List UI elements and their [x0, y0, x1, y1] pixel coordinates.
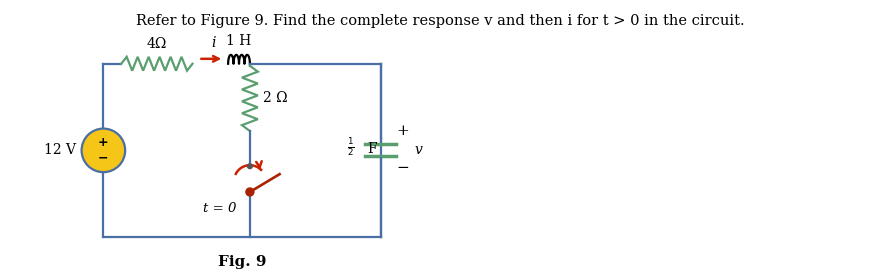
Circle shape	[82, 129, 125, 172]
Text: $\frac{1}{2}$: $\frac{1}{2}$	[347, 136, 355, 158]
Text: F: F	[367, 142, 377, 157]
Text: Refer to Figure 9. Find the complete response v and then i for t > 0 in the circ: Refer to Figure 9. Find the complete res…	[136, 14, 745, 28]
Text: Fig. 9: Fig. 9	[217, 255, 267, 269]
Circle shape	[246, 188, 253, 196]
Text: 4Ω: 4Ω	[146, 37, 167, 51]
Text: −: −	[396, 161, 409, 175]
Text: i: i	[211, 36, 216, 50]
Text: 12 V: 12 V	[44, 143, 75, 157]
Text: 2 Ω: 2 Ω	[263, 91, 288, 105]
Text: t = 0: t = 0	[203, 202, 236, 215]
Text: +: +	[98, 136, 109, 149]
Text: 1 H: 1 H	[226, 34, 252, 48]
Text: v: v	[414, 143, 422, 157]
Circle shape	[247, 164, 253, 168]
Text: +: +	[396, 124, 409, 138]
Text: −: −	[98, 152, 109, 165]
